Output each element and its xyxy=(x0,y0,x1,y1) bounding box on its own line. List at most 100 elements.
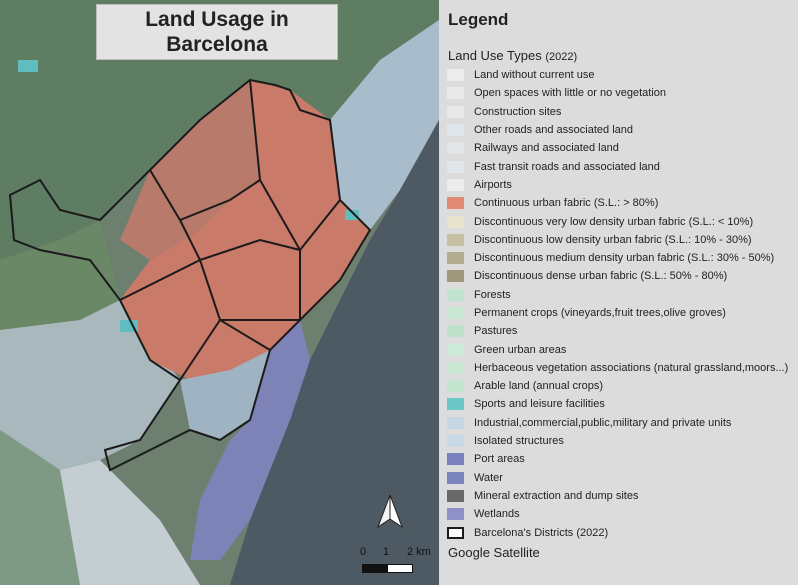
basemap-credit: Google Satellite xyxy=(448,545,540,560)
legend-item: Continuous urban fabric (S.L.: > 80%) xyxy=(447,194,788,212)
legend-swatch xyxy=(447,178,464,191)
legend-item-label: Discontinuous low density urban fabric (… xyxy=(474,233,752,246)
north-arrow-icon xyxy=(376,494,404,529)
legend-swatch xyxy=(447,105,464,118)
scale-label-2: 2 km xyxy=(407,546,431,558)
scale-bar: 0 1 2 km xyxy=(360,546,436,576)
legend-swatch xyxy=(447,325,464,338)
map-title-box: Land Usage in Barcelona xyxy=(96,4,338,60)
legend-item: Discontinuous dense urban fabric (S.L.: … xyxy=(447,267,788,285)
legend-panel: Legend Land Use Types (2022) Land withou… xyxy=(439,0,798,585)
mediterranean-sea xyxy=(230,120,439,585)
legend-list: Land without current use Open spaces with… xyxy=(447,66,788,542)
legend-item: Green urban areas xyxy=(447,340,788,358)
legend-item-label: Water xyxy=(474,471,503,484)
urban-fabric-north xyxy=(120,80,260,260)
legend-item: Industrial,commercial,public,military an… xyxy=(447,414,788,432)
legend-item: Discontinuous low density urban fabric (… xyxy=(447,231,788,249)
legend-swatch xyxy=(447,233,464,246)
legend-item: Construction sites xyxy=(447,103,788,121)
legend-swatch xyxy=(447,489,464,502)
legend-item-label: Port areas xyxy=(474,453,525,466)
legend-swatch xyxy=(447,453,464,466)
legend-swatch xyxy=(447,416,464,429)
scale-bar-segment-1 xyxy=(362,564,388,573)
legend-item-label: Other roads and associated land xyxy=(474,124,633,137)
legend-swatch xyxy=(447,215,464,228)
legend-swatch xyxy=(447,471,464,484)
legend-item-label: Industrial,commercial,public,military an… xyxy=(474,416,732,429)
montjuic-area xyxy=(180,350,270,440)
legend-swatch xyxy=(447,69,464,82)
legend-item: Other roads and associated land xyxy=(447,121,788,139)
legend-item-label: Green urban areas xyxy=(474,343,567,356)
scale-label-1: 1 xyxy=(383,546,390,558)
legend-item-label: Wetlands xyxy=(474,508,520,521)
map-canvas xyxy=(0,0,439,585)
legend-item-label: Pastures xyxy=(474,325,518,338)
legend-item: Railways and associated land xyxy=(447,139,788,157)
legend-swatch xyxy=(447,435,464,448)
legend-item: Sports and leisure facilities xyxy=(447,395,788,413)
legend-item: Isolated structures xyxy=(447,432,788,450)
legend-item: Pastures xyxy=(447,322,788,340)
legend-item-label: Arable land (annual crops) xyxy=(474,380,604,393)
sports-facility xyxy=(18,60,38,72)
legend-item: Wetlands xyxy=(447,505,788,523)
legend-item-label: Herbaceous vegetation associations (natu… xyxy=(474,361,789,374)
legend-item: Barcelona's Districts (2022) xyxy=(447,523,788,541)
legend-item: Arable land (annual crops) xyxy=(447,377,788,395)
legend-item: Open spaces with little or no vegetation xyxy=(447,84,788,102)
legend-item-label: Discontinuous medium density urban fabri… xyxy=(474,252,775,265)
legend-item-label: Airports xyxy=(474,178,512,191)
legend-swatch xyxy=(447,197,464,210)
legend-item: Herbaceous vegetation associations (natu… xyxy=(447,359,788,377)
port-areas xyxy=(190,320,310,560)
legend-swatch xyxy=(447,288,464,301)
legend-swatch xyxy=(447,361,464,374)
map-title-line2: Barcelona xyxy=(166,33,268,56)
scale-label-0: 0 xyxy=(360,546,367,558)
legend-item-label: Isolated structures xyxy=(474,435,564,448)
legend-item-label: Sports and leisure facilities xyxy=(474,398,605,411)
legend-subtitle-text: Land Use Types xyxy=(448,48,542,63)
legend-item-label: Discontinuous very low density urban fab… xyxy=(474,215,754,228)
satellite-map[interactable]: Land Usage in Barcelona 0 1 2 km xyxy=(0,0,439,585)
legend-title: Legend xyxy=(448,10,509,29)
legend-item: Port areas xyxy=(447,450,788,468)
legend-swatch xyxy=(447,142,464,155)
legend-item: Land without current use xyxy=(447,66,788,84)
legend-swatch xyxy=(447,380,464,393)
legend-item-label: Mineral extraction and dump sites xyxy=(474,489,639,502)
airport-area xyxy=(60,460,200,585)
legend-swatch xyxy=(447,252,464,265)
dense-urban-fabric xyxy=(120,80,370,380)
legend-item: Permanent crops (vineyards,fruit trees,o… xyxy=(447,304,788,322)
legend-swatch xyxy=(447,307,464,319)
legend-subtitle: Land Use Types (2022) xyxy=(448,48,577,63)
legend-swatch xyxy=(447,343,464,356)
legend-item: Discontinuous medium density urban fabri… xyxy=(447,249,788,267)
sports-facility xyxy=(345,210,359,220)
legend-item-label: Land without current use xyxy=(474,69,595,82)
legend-item: Airports xyxy=(447,176,788,194)
legend-item-label: Discontinuous dense urban fabric (S.L.: … xyxy=(474,270,728,283)
legend-swatch xyxy=(447,270,464,283)
legend-item: Mineral extraction and dump sites xyxy=(447,487,788,505)
llobregat-fields xyxy=(0,430,80,585)
legend-item-label: Construction sites xyxy=(474,105,562,118)
district-borders xyxy=(8,78,372,472)
legend-swatch xyxy=(447,508,464,521)
hill-slopes xyxy=(0,220,120,330)
legend-item-label: Continuous urban fabric (S.L.: > 80%) xyxy=(474,197,659,210)
legend-swatch xyxy=(447,87,464,100)
map-title-line1: Land Usage in xyxy=(145,8,289,31)
legend-swatch xyxy=(447,160,464,173)
legend-swatch xyxy=(447,526,464,539)
legend-item-label: Railways and associated land xyxy=(474,142,619,155)
suburban-area-east xyxy=(330,20,439,230)
legend-item-label: Permanent crops (vineyards,fruit trees,o… xyxy=(474,307,726,319)
legend-item: Forests xyxy=(447,286,788,304)
legend-item-label: Forests xyxy=(474,288,511,301)
legend-item-label: Barcelona's Districts (2022) xyxy=(474,526,609,539)
